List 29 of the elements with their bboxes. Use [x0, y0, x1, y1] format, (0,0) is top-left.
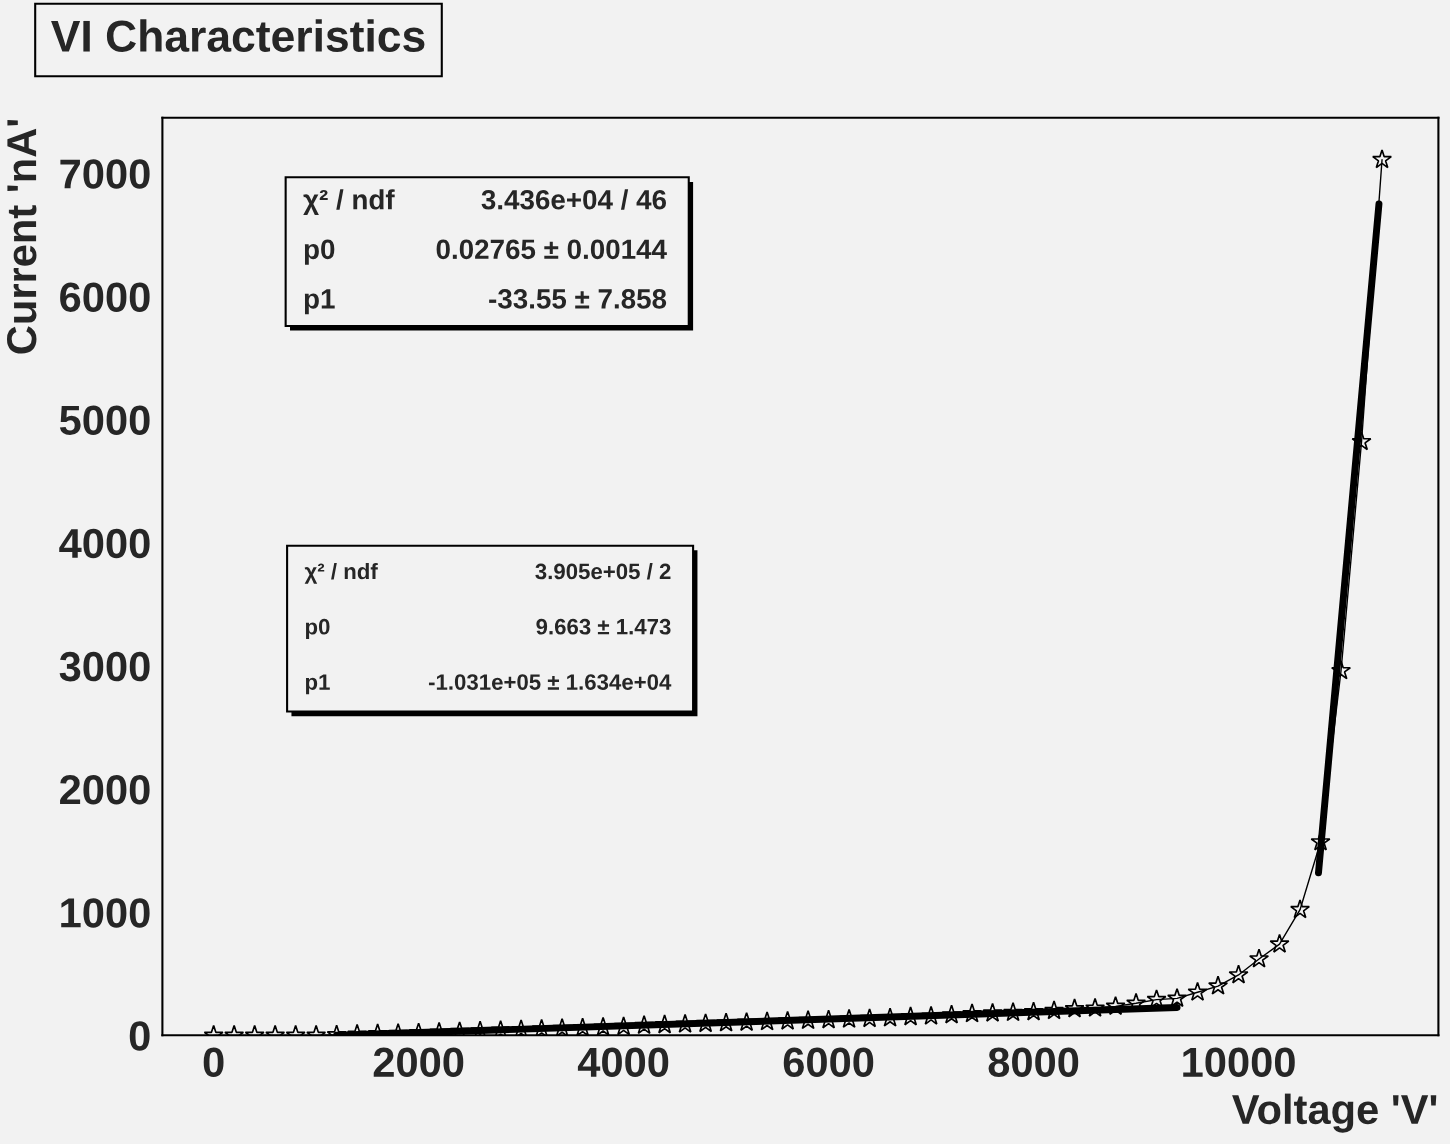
y-tick-label: 6000	[60, 282, 150, 312]
annotation: 9.663 ± 1.473	[536, 618, 671, 635]
annotation: p0	[304, 239, 335, 265]
annotation: -1.031e+05 ± 1.634e+04	[428, 674, 672, 690]
annotation: p1	[304, 289, 335, 315]
chart-title: VI Characteristics	[51, 19, 425, 52]
annotation: χ² / ndf	[304, 562, 378, 584]
x-tick-label: 10000	[1183, 1047, 1295, 1078]
y-axis-title: Current 'nA'	[6, 119, 37, 354]
annotation: -33.55 ± 7.858	[489, 289, 667, 309]
x-axis-title: Voltage 'V'	[1232, 1093, 1437, 1133]
x-tick-label: 2000	[373, 1047, 464, 1078]
x-tick-label: 4000	[577, 1047, 669, 1078]
x-tick-label: 6000	[783, 1047, 874, 1078]
x-tick-label: 0	[203, 1047, 224, 1078]
x-tick-label: 8000	[988, 1047, 1079, 1078]
annotation: 3.436e+04 / 46	[481, 189, 667, 210]
y-tick-label: 7000	[60, 159, 150, 189]
y-tick-label: 5000	[59, 405, 150, 436]
annotation: p1	[305, 674, 330, 695]
y-tick-label: 2000	[60, 775, 150, 805]
y-tick-label: 4000	[59, 528, 150, 559]
annotation: p0	[305, 618, 330, 639]
annotation: χ² / ndf	[303, 189, 395, 216]
annotation: 0.02765 ± 0.00144	[436, 239, 667, 260]
annotation: 3.905e+05 / 2	[535, 562, 671, 580]
y-tick-label: 0	[129, 1021, 150, 1051]
y-tick-label: 3000	[59, 651, 150, 682]
y-tick-label: 1000	[61, 898, 150, 928]
